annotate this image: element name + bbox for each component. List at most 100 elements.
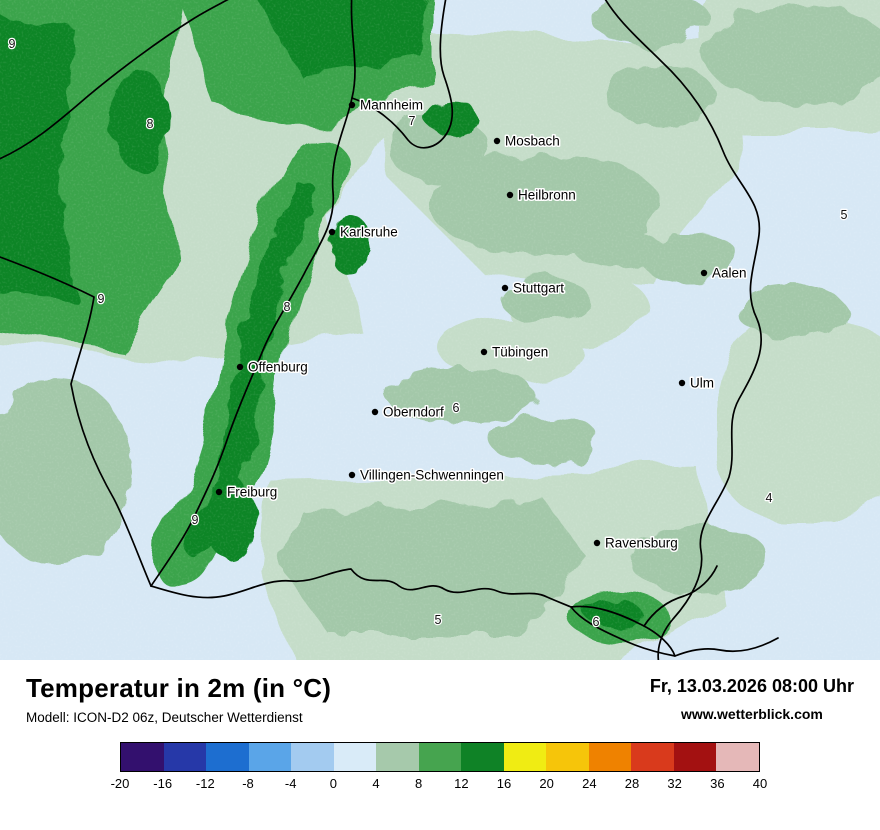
city-marker-stuttgart: Stuttgart (501, 279, 566, 297)
colorbar-tick-label: -20 (110, 776, 130, 791)
city-dot (236, 363, 244, 371)
colorbar-tick-label: 32 (667, 776, 682, 791)
colorbar-tick-label: 12 (454, 776, 469, 791)
colorbar-segment (673, 743, 717, 771)
temperature-value-label: 4 (766, 491, 773, 505)
footer: Temperatur in 2m (in °C) Modell: ICON-D2… (0, 660, 880, 830)
city-label: Aalen (712, 266, 747, 281)
colorbar-segment (333, 743, 377, 771)
temperature-values-layer: 9 8 7 5 9 8 6 4 9 5 6 (7, 36, 849, 631)
city-marker-karlsruhe: Karlsruhe (328, 223, 399, 241)
colorbar-tick-label: 0 (329, 776, 337, 791)
city-dot (678, 379, 686, 387)
city-marker-aalen: Aalen (700, 264, 748, 282)
city-label: Heilbronn (518, 188, 576, 203)
temperature-value-label: 9 (9, 37, 16, 51)
colorbar-tick-label: -12 (195, 776, 215, 791)
city-markers-layer: Mannheim Mosbach Heilbronn Karlsruhe Stuttga… (215, 96, 748, 552)
city-label: Oberndorf (383, 405, 444, 420)
page-title: Temperatur in 2m (in °C) (26, 673, 332, 703)
colorbar-segment (461, 743, 504, 771)
city-marker-mosbach: Mosbach (493, 132, 561, 150)
city-dot (501, 284, 509, 292)
city-label: Tübingen (492, 345, 548, 360)
temperature-value-label: 5 (841, 208, 848, 222)
city-dot (348, 101, 356, 109)
model-info: Modell: ICON-D2 06z, Deutscher Wetterdie… (26, 710, 303, 725)
city-label: Ulm (690, 376, 714, 391)
city-marker-offenburg: Offenburg (236, 358, 309, 376)
colorbar-segment (503, 743, 547, 771)
colorbar-segment (121, 743, 164, 771)
temperature-map: 9 8 7 5 9 8 6 4 9 5 6 Mannheim Mosbach Heilbronn Karl… (0, 0, 880, 660)
colorbar-segment (588, 743, 632, 771)
temperature-value-label: 9 (192, 513, 199, 527)
colorbar-tick-label: 16 (496, 776, 512, 791)
footer-header-row: Temperatur in 2m (in °C) Modell: ICON-D2… (26, 673, 854, 725)
city-label: Mannheim (360, 98, 423, 113)
colorbar-tick-label: -16 (153, 776, 173, 791)
colorbar-segment (248, 743, 292, 771)
city-dot (493, 137, 501, 145)
colorbar-segments (120, 742, 760, 772)
city-dot (348, 471, 356, 479)
texture-overlay (0, 0, 880, 660)
city-dot (700, 269, 708, 277)
city-dot (328, 228, 336, 236)
temperature-value-label: 6 (593, 615, 600, 629)
temperature-value-label: 7 (409, 114, 416, 128)
city-marker-oberndorf: Oberndorf (371, 403, 446, 421)
city-label: Karlsruhe (340, 225, 398, 240)
city-label: Ravensburg (605, 536, 678, 551)
colorbar-tick-label: 40 (752, 776, 768, 791)
colorbar-tick-row: -20 -16 -12 -8 -4 0 4 8 12 16 20 24 28 32 36 40 (111, 776, 768, 794)
city-marker-ulm: Ulm (678, 374, 716, 392)
temperature-colorbar: -20 -16 -12 -8 -4 0 4 8 12 16 20 24 28 32 36 40 (111, 742, 768, 794)
city-marker-heilbronn: Heilbronn (506, 186, 577, 204)
city-dot (506, 191, 514, 199)
city-label: Mosbach (505, 134, 560, 149)
city-label: Freiburg (227, 485, 277, 500)
city-marker-mannheim: Mannheim (348, 96, 425, 114)
city-dot (215, 488, 223, 496)
temperature-value-label: 8 (147, 117, 154, 131)
colorbar-tick-label: 28 (624, 776, 640, 791)
temperature-value-label: 5 (435, 613, 442, 627)
colorbar-tick-label: 20 (539, 776, 554, 791)
temperature-value-label: 6 (453, 401, 460, 415)
colorbar-tick-label: 4 (372, 776, 380, 791)
colorbar-tick-label: 8 (415, 776, 423, 791)
colorbar-tick-label: -4 (284, 776, 297, 791)
colorbar-tick-label: 24 (582, 776, 597, 791)
colorbar-segment (716, 743, 759, 771)
colorbar-segment (631, 743, 674, 771)
colorbar-tick-label: 36 (710, 776, 725, 791)
city-marker-t-bingen: Tübingen (480, 343, 550, 361)
city-label: Stuttgart (513, 281, 564, 296)
colorbar-tick-label: -8 (242, 776, 254, 791)
city-marker-ravensburg: Ravensburg (593, 534, 679, 552)
city-dot (593, 539, 601, 547)
map-svg: 9 8 7 5 9 8 6 4 9 5 6 Mannheim Mosbach Heilbronn Karl… (0, 0, 880, 660)
colorbar-segment (546, 743, 589, 771)
date-block: Fr, 13.03.2026 08:00 Uhr www.wetterblick… (650, 673, 854, 722)
colorbar-segment (291, 743, 334, 771)
colorbar-segment (418, 743, 462, 771)
forecast-datetime: Fr, 13.03.2026 08:00 Uhr (649, 676, 854, 696)
website-url: www.wetterblick.com (681, 706, 823, 722)
colorbar-segment (206, 743, 249, 771)
lake-constance (570, 605, 676, 657)
country-borders (0, 0, 779, 660)
temperature-value-label: 8 (284, 300, 291, 314)
city-marker-villingen-schwenningen: Villingen-Schwenningen (348, 466, 505, 484)
city-dot (371, 408, 379, 416)
city-dot (480, 348, 488, 356)
colorbar-segment (376, 743, 419, 771)
title-block: Temperatur in 2m (in °C) Modell: ICON-D2… (26, 673, 331, 725)
city-label: Villingen-Schwenningen (360, 468, 504, 483)
temperature-value-label: 9 (98, 292, 105, 306)
city-marker-freiburg: Freiburg (215, 483, 279, 501)
city-label: Offenburg (248, 360, 308, 375)
colorbar-segment (163, 743, 207, 771)
